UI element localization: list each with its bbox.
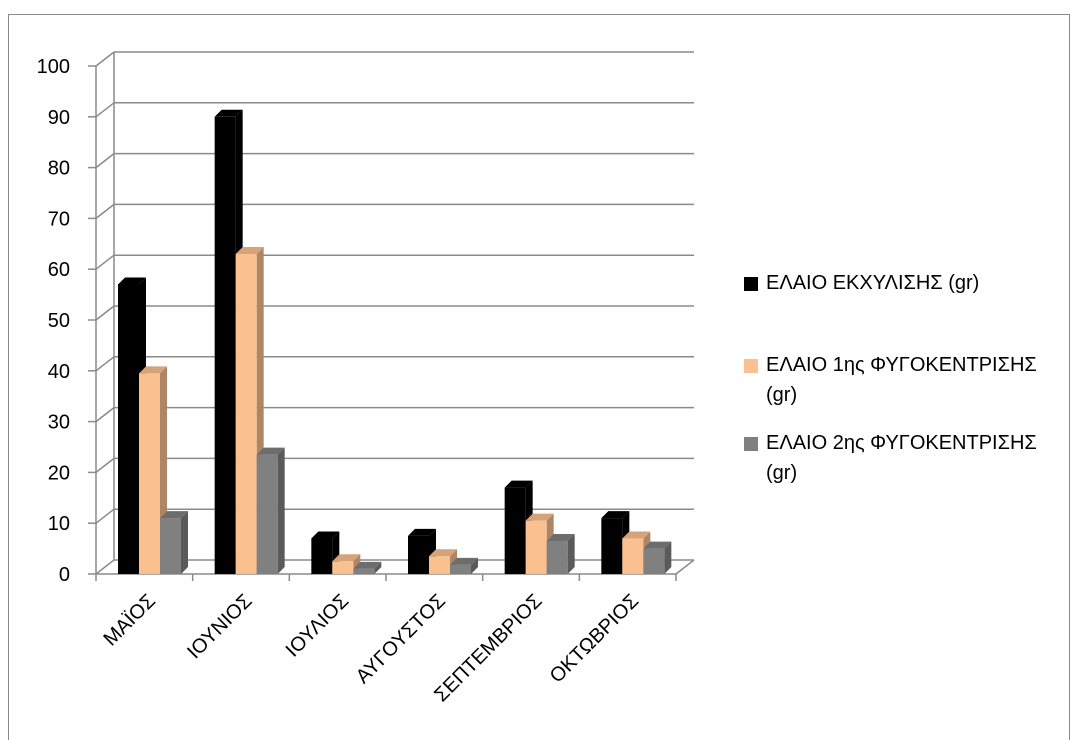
bar-side: [567, 533, 575, 574]
bar: [160, 511, 188, 574]
y-tick-label: 70: [48, 208, 70, 230]
gridline-side-50: [95, 305, 115, 321]
y-tick-label: 50: [48, 310, 70, 332]
gridline-side-40: [95, 356, 115, 372]
bar-front: [525, 520, 547, 574]
legend-label-centrifuge-2: ΕΛΑΙΟ 2ης ΦΥΓΟΚΕΝΤΡΙΣΗΣ: [766, 432, 1037, 454]
y-tick-label: 20: [48, 462, 70, 484]
bar-front: [429, 556, 450, 574]
bar-side: [181, 511, 188, 574]
bar-top: [408, 528, 436, 536]
x-tick-label: ΑΥΓΟΥΣΤΟΣ: [352, 590, 450, 688]
bar-front: [622, 538, 644, 574]
bar-side: [664, 541, 672, 574]
grid-layer: [95, 51, 694, 575]
bar: [450, 557, 478, 574]
y-tick-label: 60: [48, 259, 70, 281]
y-tick-label: 80: [48, 158, 70, 180]
bar-top: [118, 277, 146, 285]
legend-label-centrifuge-1: ΕΛΑΙΟ 1ης ΦΥΓΟΚΕΝΤΡΙΣΗΣ: [766, 354, 1037, 376]
floor-right-edge: [675, 559, 695, 575]
bar-front: [235, 253, 257, 574]
x-tick-label: ΟΚΤΩΒΡΙΟΣ: [546, 590, 643, 687]
legend-item-centrifuge-1: ΕΛΑΙΟ 1ης ΦΥΓΟΚΕΝΤΡΙΣΗΣ (gr): [744, 350, 1074, 410]
gridline-side-90: [95, 102, 115, 118]
legend-swatch-centrifuge-2: [744, 437, 758, 451]
bar-front: [139, 373, 160, 574]
gridline-side-80: [95, 153, 115, 169]
y-tick-label: 40: [48, 361, 70, 383]
bar: [643, 541, 672, 574]
bar-top: [504, 480, 533, 488]
bar-top: [450, 557, 478, 565]
bar-front: [214, 116, 236, 575]
bar-side: [277, 447, 285, 574]
axis-layer: [88, 52, 695, 581]
bar-front: [353, 568, 375, 574]
y-tick-label: 10: [48, 513, 70, 535]
legend-item-extraction: ΕΛΑΙΟ ΕΚΧΥΛΙΣΗΣ (gr): [744, 268, 1074, 298]
legend-swatch-centrifuge-1: [744, 359, 758, 373]
bar-top: [235, 246, 264, 254]
bar-front: [118, 284, 139, 574]
legend-swatch-extraction: [744, 277, 758, 291]
bar-top: [311, 531, 340, 539]
gridline-side-0: [95, 559, 115, 575]
legend-label-centrifuge-1-unit: (gr): [766, 384, 798, 406]
legend-label-centrifuge-2-unit: (gr): [766, 462, 798, 484]
bar-side: [374, 561, 382, 574]
x-tick-label: ΙΟΥΝΙΟΣ: [183, 590, 256, 663]
bar-front: [256, 454, 278, 574]
gridline-side-10: [95, 508, 115, 524]
bar-top: [256, 447, 285, 455]
bar-top: [546, 533, 575, 541]
gridline-side-70: [95, 203, 115, 219]
bar-front: [601, 518, 623, 574]
y-tick-label: 30: [48, 412, 70, 434]
bar-top: [353, 561, 382, 569]
bar-front: [311, 538, 333, 574]
bar-top: [160, 511, 188, 519]
bar-front: [450, 564, 471, 574]
bar-top: [643, 541, 672, 549]
legend-item-centrifuge-2: ΕΛΑΙΟ 2ης ΦΥΓΟΚΕΝΤΡΙΣΗΣ (gr): [744, 428, 1074, 488]
bar-front: [643, 548, 665, 574]
x-tick-label: ΜΑΪΟΣ: [99, 590, 159, 650]
x-tick-label: ΙΟΥΛΙΟΣ: [282, 590, 354, 662]
bar-top: [429, 549, 457, 557]
bar-top: [332, 554, 361, 562]
y-tick-label: 90: [48, 107, 70, 129]
bars-layer: [118, 109, 672, 575]
y-tick-label: 100: [37, 56, 70, 78]
bar: [256, 447, 285, 574]
bar-top: [525, 513, 554, 521]
bar-side: [471, 557, 478, 574]
gridline-side-30: [95, 407, 115, 423]
bar: [353, 561, 382, 574]
chart-frame: [8, 14, 1070, 740]
bar-front: [332, 561, 354, 574]
bar-top: [622, 531, 651, 539]
bar-top: [214, 109, 243, 117]
bar-top: [139, 366, 167, 374]
gridline-side-60: [95, 254, 115, 270]
bar-front: [160, 518, 181, 574]
bar-top: [601, 511, 630, 519]
bar: [546, 533, 575, 574]
y-tick-label: 0: [59, 564, 70, 586]
gridline-side-20: [95, 457, 115, 473]
bar-front: [408, 535, 429, 574]
legend-label-extraction: ΕΛΑΙΟ ΕΚΧΥΛΙΣΗΣ (gr): [766, 272, 980, 294]
gridline-side-100: [95, 51, 115, 67]
bar-front: [546, 540, 568, 574]
bar-front: [504, 487, 526, 574]
